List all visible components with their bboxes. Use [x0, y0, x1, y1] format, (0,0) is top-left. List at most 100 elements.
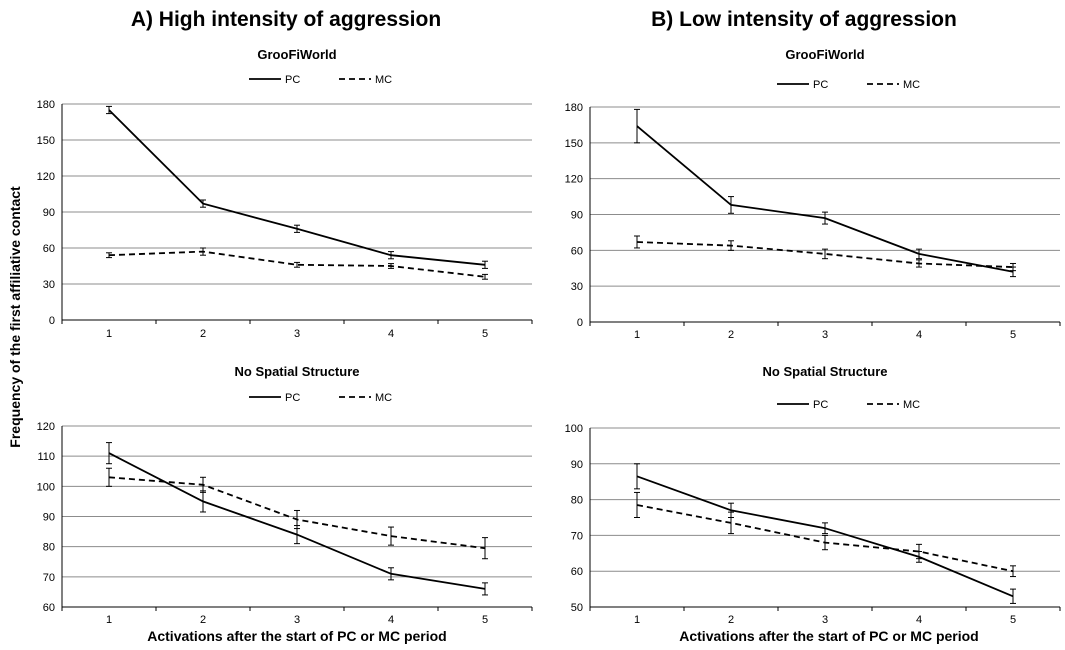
panel-a-title: A) High intensity of aggression	[131, 8, 441, 31]
x-tick-label: 1	[106, 614, 112, 626]
x-tick-label: 4	[388, 328, 394, 340]
error-bar	[388, 251, 394, 260]
error-bar	[916, 259, 922, 268]
error-bar	[106, 252, 112, 259]
chart-title: GrooFiWorld	[785, 47, 864, 62]
x-tick-label: 2	[200, 614, 206, 626]
y-tick-label: 180	[37, 99, 55, 111]
error-bar	[106, 467, 112, 487]
error-bar	[106, 105, 112, 115]
series-line-pc	[108, 109, 486, 266]
error-bar	[106, 442, 112, 465]
error-bar	[388, 567, 394, 581]
error-bar	[482, 273, 488, 280]
x-tick-label: 4	[916, 614, 922, 626]
legend-entry-pc: PC	[249, 392, 300, 404]
error-bar	[822, 248, 828, 260]
y-tick-label: 120	[37, 421, 55, 433]
legend-entry-pc: PC	[777, 79, 828, 91]
x-tick-label: 5	[482, 614, 488, 626]
y-tick-label: 110	[37, 451, 55, 463]
x-tick-label: 1	[634, 329, 640, 341]
legend-entry-pc: PC	[777, 399, 828, 411]
y-tick-label: 150	[565, 138, 583, 150]
error-bar	[916, 248, 922, 260]
error-bar	[294, 224, 300, 233]
legend-entry-mc: MC	[867, 79, 920, 91]
x-tick-label: 5	[1010, 614, 1016, 626]
error-bar	[482, 537, 488, 560]
chart-4: No Spatial Structure 50 60 70 80 90 100 1 2 3 4 5 PC…	[565, 364, 1061, 626]
legend-label: PC	[813, 79, 828, 91]
error-bar	[822, 211, 828, 225]
y-tick-label: 0	[577, 317, 583, 329]
y-tick-label: 180	[565, 102, 583, 114]
chart-title: No Spatial Structure	[763, 364, 888, 379]
legend-entry-mc: MC	[339, 74, 392, 86]
y-tick-label: 90	[43, 512, 55, 524]
chart-2: GrooFiWorld 0 30 60 90 120 150 180 1 2 3 4 5 PC MC	[565, 47, 1061, 341]
series-line-mc	[636, 241, 1014, 268]
error-bar	[388, 526, 394, 546]
error-bar	[294, 261, 300, 268]
error-bar	[200, 476, 206, 493]
legend-entry-mc: MC	[867, 399, 920, 411]
legend-entry-pc: PC	[249, 74, 300, 86]
legend-entry-mc: MC	[339, 392, 392, 404]
y-tick-label: 80	[43, 542, 55, 554]
y-tick-label: 30	[571, 281, 583, 293]
y-tick-label: 30	[43, 279, 55, 291]
x-tick-label: 4	[916, 329, 922, 341]
x-tick-label: 5	[1010, 329, 1016, 341]
error-bar	[634, 463, 640, 490]
legend-label: MC	[903, 79, 920, 91]
x-tick-label: 5	[482, 328, 488, 340]
error-bar	[634, 108, 640, 144]
y-tick-label: 50	[571, 602, 583, 614]
x-tick-label: 3	[294, 328, 300, 340]
x-tick-label: 2	[728, 614, 734, 626]
error-bar	[482, 260, 488, 269]
x-tick-label: 2	[728, 329, 734, 341]
y-tick-label: 60	[43, 602, 55, 614]
panel-b-title: B) Low intensity of aggression	[651, 8, 957, 31]
legend-label: MC	[375, 74, 392, 86]
y-tick-label: 120	[565, 174, 583, 186]
chart-1: GrooFiWorld 0 30 60 90 120 150 180 1 2 3 4 5 PC MC	[37, 47, 533, 340]
legend-label: MC	[903, 399, 920, 411]
error-bar	[822, 522, 828, 535]
error-bar	[200, 247, 206, 256]
chart-3: No Spatial Structure 60 70 80 90 100 110 120 1 2 3…	[37, 364, 533, 626]
y-tick-label: 60	[571, 245, 583, 257]
x-tick-label: 4	[388, 614, 394, 626]
y-tick-label: 90	[571, 210, 583, 222]
error-bar	[1010, 588, 1016, 604]
error-bar	[388, 263, 394, 269]
x-tick-label: 2	[200, 328, 206, 340]
y-tick-label: 100	[37, 481, 55, 493]
y-tick-label: 80	[571, 495, 583, 507]
error-bar	[482, 582, 488, 596]
y-tick-label: 70	[571, 530, 583, 542]
error-bar	[728, 196, 734, 214]
x-tick-label: 3	[822, 329, 828, 341]
error-bar	[634, 235, 640, 249]
y-tick-label: 100	[565, 423, 583, 435]
legend-label: MC	[375, 392, 392, 404]
y-tick-label: 150	[37, 135, 55, 147]
error-bar	[294, 509, 300, 530]
x-tick-label: 3	[294, 614, 300, 626]
y-tick-label: 60	[43, 243, 55, 255]
error-bar	[822, 534, 828, 551]
error-bar	[916, 543, 922, 560]
legend-label: PC	[813, 399, 828, 411]
series-line-mc	[108, 250, 486, 278]
x-axis-label-right: Activations after the start of PC or MC …	[679, 628, 978, 644]
y-axis-label: Frequency of the first affiliative conta…	[7, 186, 23, 448]
error-bar	[200, 199, 206, 208]
error-bar	[728, 511, 734, 535]
chart-title: GrooFiWorld	[257, 47, 336, 62]
y-tick-label: 120	[37, 171, 55, 183]
y-tick-label: 90	[571, 459, 583, 471]
